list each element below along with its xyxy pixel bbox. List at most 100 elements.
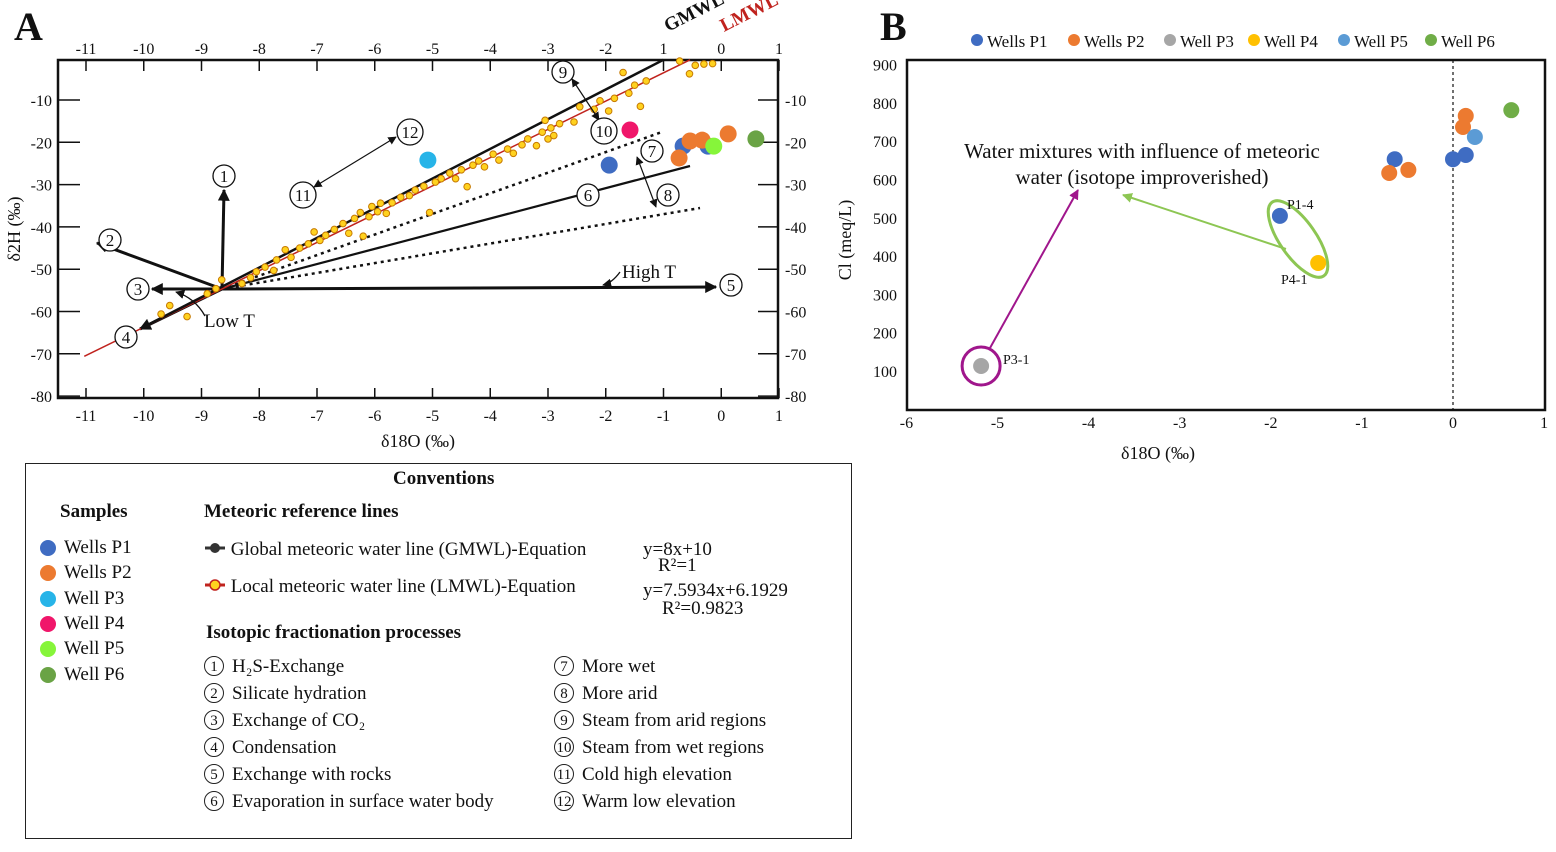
chart-a-x-tick-label-bottom: 0 [717, 408, 725, 425]
chart-b-x-tick-label: 1 [1540, 415, 1548, 432]
precipitation-point [509, 149, 518, 158]
precipitation-point [544, 135, 552, 143]
chart-b-legend-marker [1068, 34, 1080, 46]
lmwl-legend-item: Local meteoric water line (LMWL)-Equatio… [204, 576, 576, 598]
process-1-number: 1 [220, 167, 229, 186]
chart-a-point-well-p3 [419, 151, 437, 169]
chart-b-legend-label: Wells P1 [987, 32, 1048, 51]
process-legend-item: 3 Exchange of CO₂ [204, 710, 365, 732]
p4-1-label: P4-1 [1281, 273, 1307, 288]
chart-a-y-tick-label-right: -30 [785, 178, 806, 195]
chart-a-x-tick-label-bottom: -6 [368, 408, 381, 425]
process-10-circle [590, 117, 618, 145]
precipitation-point [287, 253, 295, 262]
conventions-legend: Conventions Samples Wells P1 Wells P2 Well… [25, 463, 852, 839]
panel-label-b: B [880, 4, 907, 49]
precipitation-point [330, 225, 339, 234]
process-label: Silicate hydration [232, 683, 367, 704]
chart-a-y-tick-label-right: -50 [785, 262, 806, 279]
precipitation-point [636, 102, 645, 111]
process-label: Exchange with rocks [232, 764, 392, 785]
chart-b-point-wells-p1 [1457, 146, 1474, 163]
precipitation-point [642, 77, 650, 85]
precipitation-point [272, 256, 281, 264]
chart-b-y-tick-label: 800 [873, 96, 897, 113]
precipitation-point [532, 141, 541, 150]
reference-heading: Meteoric reference lines [204, 501, 399, 522]
chart-a-x-tick-label-bottom: -5 [426, 408, 439, 425]
chart-a-x-tick-label-top: 1 [660, 41, 668, 58]
chart-a-x-tick-label-top: -10 [133, 41, 154, 58]
lmwl-label: Local meteoric water line (LMWL)-Equatio… [230, 576, 576, 597]
process-number-badge: 9 [554, 710, 574, 730]
lmwl-r2: R²=0.9823 [662, 598, 744, 619]
p3-arrow [989, 189, 1079, 349]
precipitation-point [457, 165, 466, 174]
chart-b-y-tick-label: 600 [873, 173, 897, 190]
process-legend-item: 8 More arid [554, 683, 657, 705]
gmwl-label: Global meteoric water line (GMWL)-Equati… [230, 539, 587, 560]
sample-marker-icon [40, 565, 56, 582]
chart-a-x-tick-label-bottom: -2 [599, 408, 612, 425]
process-label: More arid [582, 683, 658, 704]
process-10-number: 10 [596, 122, 613, 141]
process-2-circle [98, 228, 122, 252]
process-legend-item: 6 Evaporation in surface water body [204, 791, 494, 813]
chart-a-x-tick-label-top: -4 [484, 41, 497, 58]
chart-b-x-tick-label: -4 [1082, 415, 1095, 432]
chart-a-x-tick-label-top: -8 [253, 41, 266, 58]
precipitation-point [425, 208, 434, 217]
process-label: Evaporation in surface water body [232, 791, 494, 812]
sample-legend-label: Well P5 [64, 638, 125, 660]
precipitation-point [411, 186, 419, 194]
precipitation-point [691, 61, 700, 70]
precipitation-point [344, 229, 353, 238]
chart-a-x-tick-label-top: -7 [310, 41, 323, 58]
precipitation-point [630, 81, 639, 89]
precipitation-point [420, 182, 428, 191]
process-legend-item: 9 Steam from arid regions [554, 710, 766, 732]
chart-a-x-axis-label: δ18O (‰) [381, 431, 455, 452]
precipitation-point [183, 312, 191, 321]
process-4-circle [114, 325, 138, 349]
precipitation-point [474, 157, 483, 165]
precipitation-point [570, 118, 578, 126]
chart-a-point-well-p5 [705, 137, 723, 155]
chart-b-legend-label: Well P4 [1264, 32, 1318, 51]
process-3-circle [126, 277, 150, 301]
chart-a-point-wells-p1 [600, 156, 618, 174]
precipitation-point [463, 182, 471, 191]
chart-a-x-tick-label-bottom: -8 [253, 408, 266, 425]
chart-b-point-well-p6 [1503, 102, 1520, 119]
process-9-circle [551, 60, 575, 84]
chart-b-y-tick-label: 100 [873, 364, 897, 381]
precipitation-point [596, 97, 604, 105]
chart-b-x-axis-label: δ18O (‰) [1121, 443, 1195, 464]
process-number-badge: 8 [554, 683, 574, 703]
precipitation-point [157, 310, 165, 318]
chart-a-x-tick-label-top: -3 [541, 41, 554, 58]
precipitation-point [610, 94, 619, 103]
process-number-badge: 1 [204, 656, 224, 676]
precipitation-point [246, 273, 255, 282]
precipitation-point [359, 232, 368, 241]
sample-marker-icon [40, 590, 56, 607]
precipitation-point [437, 174, 445, 183]
precipitation-point [480, 163, 489, 171]
p3-circle [960, 345, 1002, 387]
precipitation-point [619, 68, 627, 77]
process-label: Condensation [232, 737, 337, 758]
panel-label-a: A [14, 4, 43, 49]
gmwl-equation: y=8x+10 [643, 539, 712, 560]
process-label: Exchange of CO₂ [232, 710, 366, 731]
process-1-circle [212, 164, 236, 188]
sample-legend-label: Wells P2 [64, 562, 132, 584]
chart-a-y-tick-label-right: -60 [785, 305, 806, 322]
process-8-number: 8 [664, 186, 673, 205]
low-t-label: Low T [204, 311, 255, 332]
process-legend-item: 2 Silicate hydration [204, 683, 367, 705]
sample-marker-icon [40, 666, 56, 683]
precipitation-point [503, 145, 512, 153]
chart-a-x-tick-label-bottom: 1 [775, 408, 783, 425]
chart-b-y-tick-label: 900 [873, 58, 897, 75]
